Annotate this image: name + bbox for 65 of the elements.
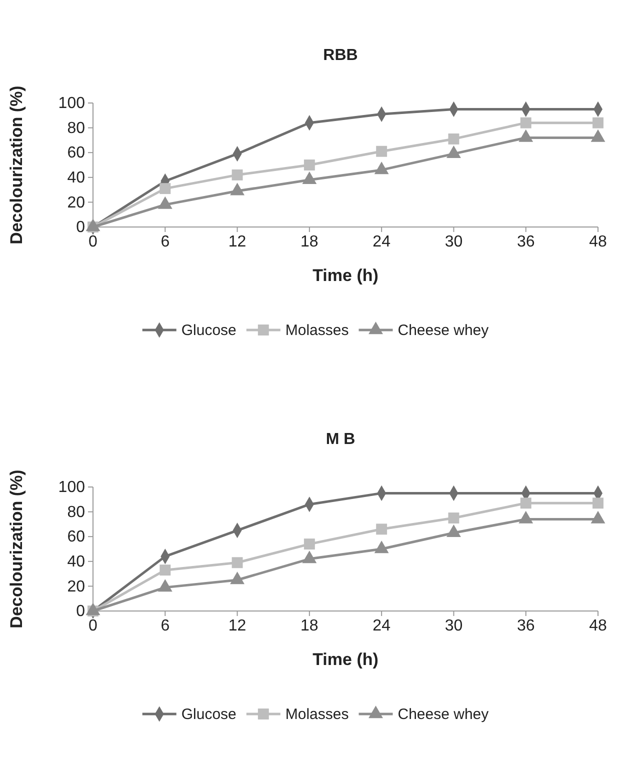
point — [448, 512, 460, 524]
x-tick-label: 12 — [228, 617, 246, 634]
point — [304, 538, 315, 550]
point — [520, 498, 532, 509]
point — [86, 602, 100, 616]
x-tick-label: 30 — [444, 617, 463, 634]
y-tick-label: 60 — [67, 528, 86, 546]
legend-label: Cheese whey — [398, 706, 490, 723]
x-tick-label: 18 — [300, 233, 318, 250]
chart-title: M B — [326, 431, 356, 448]
y-tick-label: 40 — [67, 554, 86, 571]
x-tick-label: 0 — [88, 233, 98, 250]
point — [158, 196, 172, 209]
point — [232, 557, 243, 568]
x-tick-label: 24 — [372, 617, 391, 634]
y-tick-label: 0 — [76, 603, 86, 620]
point — [592, 117, 604, 128]
point — [230, 182, 244, 196]
point — [160, 564, 171, 576]
point — [302, 550, 317, 564]
x-tick-label: 30 — [444, 233, 463, 250]
x-tick-label: 6 — [160, 233, 170, 250]
point — [160, 183, 171, 194]
point — [376, 146, 388, 157]
x-tick-label: 48 — [589, 233, 607, 250]
x-tick-label: 12 — [228, 233, 246, 250]
x-tick-label: 24 — [372, 233, 391, 250]
y-tick-label: 20 — [67, 578, 86, 596]
y-tick-label: 100 — [58, 95, 86, 112]
point — [374, 540, 389, 554]
point — [158, 579, 172, 592]
point — [230, 572, 244, 584]
legend-label: Cheese whey — [398, 322, 490, 339]
y-tick-label: 40 — [67, 170, 86, 187]
y-tick-label: 60 — [67, 144, 86, 162]
x-tick-label: 0 — [88, 617, 98, 634]
y-axis-title: Decolourization (%) — [7, 470, 26, 628]
x-tick-label: 18 — [300, 617, 318, 634]
point — [304, 160, 315, 170]
point — [302, 172, 317, 184]
point — [448, 133, 460, 144]
legend-label: Molasses — [285, 706, 349, 723]
y-tick-label: 100 — [58, 479, 86, 496]
x-axis-title: Time (h) — [312, 266, 378, 285]
y-tick-label: 80 — [67, 120, 86, 137]
legend-label: Glucose — [181, 706, 236, 723]
y-axis-title: Decolourization (%) — [7, 86, 26, 244]
point — [86, 218, 100, 232]
x-tick-label: 36 — [516, 617, 535, 634]
point — [520, 117, 532, 128]
point — [232, 169, 243, 180]
x-axis-title: Time (h) — [312, 650, 378, 669]
x-tick-label: 36 — [516, 233, 535, 250]
point — [376, 524, 388, 535]
chart-title: RBB — [323, 47, 358, 64]
point — [374, 162, 389, 174]
point — [446, 524, 461, 538]
x-tick-label: 48 — [589, 617, 607, 634]
legend-label: Molasses — [285, 322, 349, 339]
y-tick-label: 0 — [76, 219, 86, 236]
point — [592, 498, 604, 509]
y-tick-label: 80 — [67, 504, 86, 521]
x-tick-label: 6 — [160, 617, 170, 634]
y-tick-label: 20 — [67, 194, 86, 212]
legend-label: Glucose — [181, 322, 236, 339]
